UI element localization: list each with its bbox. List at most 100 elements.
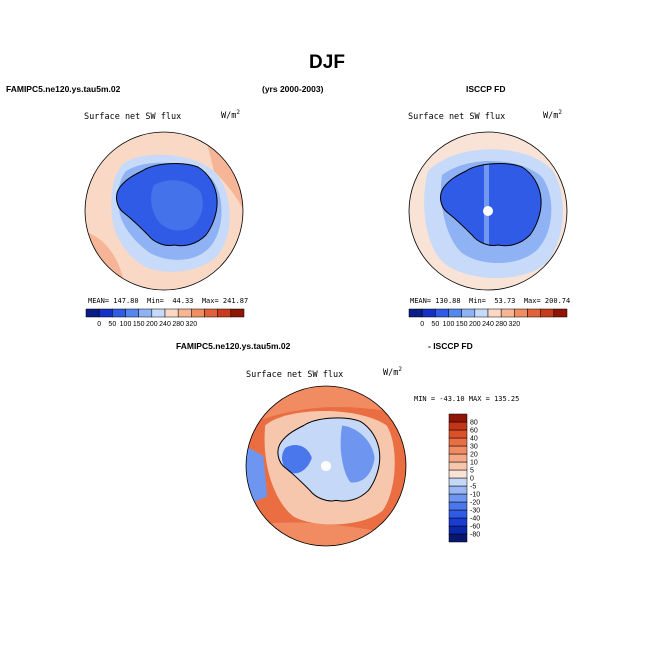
colorbar-box [98,308,113,318]
diff-panel-units: W/m2 [383,366,402,378]
colorbar-box [204,308,218,318]
model-flux-map [84,131,244,291]
colorbar-tick-label: 150 [133,321,145,328]
plateau-flux [151,180,203,231]
colorbar-box [448,429,468,439]
colorbar-box [553,308,568,318]
colorbar-box [461,308,476,318]
colorbar-box [408,308,423,318]
colorbar-tick-label: -20 [470,500,480,507]
map-border [245,385,407,547]
diff-flux-map [245,385,407,547]
colorbar-tick-label: 0 [470,476,474,483]
diff-panel-minmax: MIN = -43.10 MAX = 135.25 [414,395,520,403]
colorbar-box [540,308,555,318]
colorbar-tick-label: -80 [470,532,480,539]
colorbar-box [217,308,232,318]
model-colorbar: 0 50 100 150 200 240 280 320 [85,308,245,328]
coastline [277,417,381,502]
colorbar-tick-label: 40 [470,436,478,443]
colorbar-box [448,485,468,495]
colorbar-box [448,453,468,463]
colorbar-tick-label: 280 [495,321,507,328]
antarctica-flux [440,163,542,246]
colorbar-box [191,308,205,318]
diff-model-name: FAMIPC5.ne120.ys.tau5m.02 [176,341,291,351]
right-model-name: ISCCP FD [466,84,506,94]
colorbar-tick-label: 10 [470,460,478,467]
colorbar-box [448,517,468,527]
colorbar-tick-label: 50 [431,321,439,328]
left-model-name: FAMIPC5.ne120.ys.tau5m.02 [6,84,121,94]
map-border [408,131,568,291]
colorbar-tick-label: 20 [470,452,478,459]
colorbar-box [421,308,436,318]
obs-colorbar: 0 50 100 150 200 240 280 320 [408,308,568,328]
colorbar-box [448,525,468,535]
colorbar-tick-label: 150 [456,321,468,328]
colorbar-box [448,469,468,479]
colorbar-box [448,501,468,511]
pole-hole [483,206,493,216]
colorbar-box [177,308,192,318]
colorbar-tick-label: 100 [443,321,455,328]
colorbar-box [527,308,541,318]
obs-flux-map [408,131,568,291]
colorbar-tick-label: 200 [469,321,481,328]
colorbar-box [448,413,468,423]
colorbar-tick-label: 280 [172,321,184,328]
colorbar-tick-label: 0 [97,321,101,328]
colorbar-tick-label: 60 [470,428,478,435]
data-gap-strip [484,161,489,247]
colorbar-tick-label: -10 [470,492,480,499]
colorbar-box [435,308,449,318]
diff-panel-subtitle: Surface net SW flux [246,370,344,380]
west-cold-strip [246,445,268,505]
colorbar-box [125,308,139,318]
colorbar-tick-label: -30 [470,508,480,515]
colorbar-tick-label: 320 [508,321,520,328]
obs-panel-stats: MEAN= 130.88 Min= 53.73 Max= 200.74 [410,297,571,305]
colorbar-box [85,308,100,318]
colorbar-box [448,533,468,543]
colorbar-box [448,445,468,455]
obs-panel-units: W/m2 [543,109,562,121]
model-panel-units: W/m2 [221,109,240,121]
colorbar-tick-label: 50 [108,321,116,328]
colorbar-tick-label: 320 [185,321,197,328]
colorbar-box [230,308,245,318]
east-cold-anomaly [340,425,375,483]
colorbar-tick-label: 80 [470,420,478,427]
colorbar-box [112,308,126,318]
map-border [84,131,244,291]
colorbar-tick-label: 240 [482,321,494,328]
diff-ref-name: - ISCCP FD [428,341,473,351]
colorbar-box [487,308,502,318]
years-label: (yrs 2000-2003) [262,84,324,94]
colorbar-tick-label: 5 [470,468,474,475]
colorbar-box [500,308,515,318]
colorbar-box [448,437,468,447]
colorbar-box [164,308,179,318]
colorbar-tick-label: 30 [470,444,478,451]
colorbar-box [151,308,166,318]
colorbar-box [474,308,489,318]
colorbar-tick-label: 0 [420,321,424,328]
obs-panel-subtitle: Surface net SW flux [408,112,506,122]
colorbar-box [448,461,468,471]
colorbar-tick-label: 240 [159,321,171,328]
coastline [116,163,218,247]
colorbar-tick-label: -40 [470,516,480,523]
colorbar-box [448,421,468,431]
colorbar-tick-label: 100 [120,321,132,328]
colorbar-box [448,509,468,519]
colorbar-box [448,477,468,487]
colorbar-tick-label: -5 [470,484,476,491]
pole-hole [320,460,332,472]
model-panel-stats: MEAN= 147.80 Min= 44.33 Max= 241.87 [88,297,249,305]
colorbar-tick-label: -60 [470,524,480,531]
colorbar-box [138,308,153,318]
colorbar-box [448,493,468,503]
colorbar-box [448,308,462,318]
